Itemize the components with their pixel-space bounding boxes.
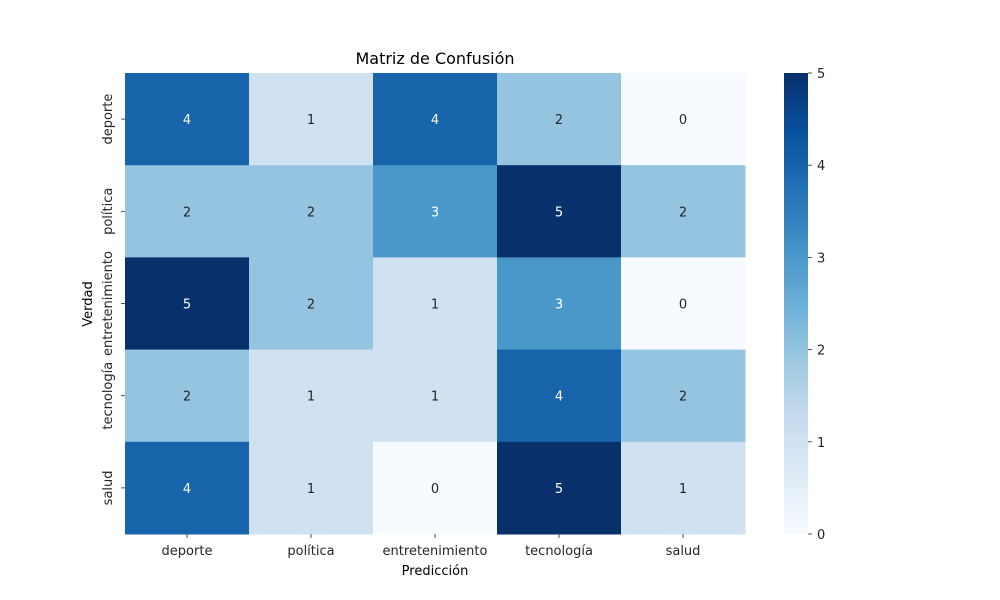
colorbar-ticks: 0 1 2 3 4 5: [808, 67, 825, 543]
heatmap-cells: 4 1 4 2 0 2 2 3 5 2 5 2 1 3 0 2 1 1 4 2 4 1 0 5 1: [125, 73, 746, 535]
heatmap-cell: [125, 73, 250, 166]
heatmap-cell: [249, 441, 374, 535]
cell-value-label: 2: [307, 205, 315, 220]
heatmap-cell: [497, 441, 622, 535]
cell-value-label: 4: [183, 482, 191, 497]
cell-value-label: 0: [679, 113, 687, 128]
heatmap-cell: [373, 73, 498, 166]
cell-value-label: 1: [307, 482, 315, 497]
cell-value-label: 0: [679, 298, 687, 313]
heatmap-cell: [373, 441, 498, 535]
heatmap-cell: [125, 165, 250, 258]
heatmap-cell: [621, 441, 746, 535]
heatmap-cell: [125, 441, 250, 535]
x-axis-ticks: deporte política entretenimiento tecnología…: [162, 534, 701, 559]
heatmap-cell: [497, 257, 622, 351]
cell-value-label: 5: [183, 298, 191, 313]
y-tick-label: salud: [101, 470, 116, 505]
colorbar-tick-label: 3: [817, 251, 825, 266]
chart-title: Matriz de Confusión: [355, 49, 514, 68]
heatmap-cell: [621, 257, 746, 351]
heatmap-cell: [125, 257, 250, 351]
cell-value-label: 1: [431, 298, 439, 313]
x-tick-label: tecnología: [525, 544, 593, 559]
cell-value-label: 2: [679, 205, 687, 220]
heatmap-cell: [249, 257, 374, 351]
cell-value-label: 4: [431, 113, 439, 128]
cell-value-label: 1: [431, 390, 439, 405]
y-tick-label: entretenimiento: [101, 251, 116, 356]
heatmap-cell: [621, 165, 746, 258]
colorbar-tick-label: 0: [817, 528, 825, 543]
cell-value-label: 2: [183, 205, 191, 220]
x-tick-label: salud: [666, 544, 701, 559]
heatmap-cell: [621, 349, 746, 443]
heatmap-cell: [373, 257, 498, 351]
cell-value-label: 1: [307, 113, 315, 128]
y-tick-label: política: [101, 188, 116, 235]
x-axis-label: Predicción: [402, 564, 469, 579]
colorbar: [784, 73, 808, 534]
colorbar-tick-label: 4: [817, 159, 825, 174]
x-tick-label: política: [287, 544, 334, 559]
cell-value-label: 3: [555, 298, 563, 313]
colorbar-tick-label: 1: [817, 436, 825, 451]
cell-value-label: 1: [307, 390, 315, 405]
cell-value-label: 0: [431, 482, 439, 497]
y-tick-label: deporte: [101, 94, 116, 145]
y-tick-label: tecnología: [101, 362, 116, 430]
cell-value-label: 2: [183, 390, 191, 405]
heatmap-cell: [249, 73, 374, 166]
y-axis-label: Verdad: [81, 281, 96, 326]
cell-value-label: 4: [183, 113, 191, 128]
cell-value-label: 4: [555, 390, 563, 405]
heatmap-cell: [373, 349, 498, 443]
colorbar-tick-label: 2: [817, 344, 825, 359]
cell-value-label: 1: [679, 482, 687, 497]
cell-value-label: 2: [307, 298, 315, 313]
cell-value-label: 3: [431, 205, 439, 220]
heatmap-cell: [249, 165, 374, 258]
x-tick-label: entretenimiento: [383, 544, 488, 559]
heatmap-cell: [497, 165, 622, 258]
cell-value-label: 2: [555, 113, 563, 128]
heatmap-cell: [125, 349, 250, 443]
cell-value-label: 5: [555, 482, 563, 497]
heatmap-cell: [249, 349, 374, 443]
x-tick-label: deporte: [162, 544, 213, 559]
cell-value-label: 5: [555, 205, 563, 220]
heatmap-cell: [373, 165, 498, 258]
colorbar-tick-label: 5: [817, 67, 825, 82]
y-axis-ticks: deporte política entretenimiento tecnología…: [101, 94, 125, 505]
cell-value-label: 2: [679, 390, 687, 405]
heatmap-cell: [497, 349, 622, 443]
heatmap-cell: [621, 73, 746, 166]
heatmap-cell: [497, 73, 622, 166]
